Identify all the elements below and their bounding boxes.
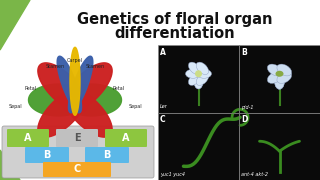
Polygon shape xyxy=(28,84,89,116)
Text: B: B xyxy=(241,48,247,57)
Ellipse shape xyxy=(188,62,201,75)
Bar xyxy=(239,112,320,180)
Text: Stamen: Stamen xyxy=(45,64,65,69)
Text: A: A xyxy=(122,133,130,143)
Ellipse shape xyxy=(277,64,292,76)
Text: ant-4 akt-2: ant-4 akt-2 xyxy=(241,172,268,177)
Text: Petal: Petal xyxy=(25,86,37,91)
Polygon shape xyxy=(0,0,30,50)
FancyBboxPatch shape xyxy=(7,129,49,147)
FancyBboxPatch shape xyxy=(43,162,111,177)
Polygon shape xyxy=(61,84,122,116)
Polygon shape xyxy=(68,56,93,113)
Ellipse shape xyxy=(275,73,284,89)
Text: C: C xyxy=(73,165,81,174)
Text: pid-1: pid-1 xyxy=(241,105,253,109)
Text: B: B xyxy=(103,150,111,160)
Text: Carpel: Carpel xyxy=(67,58,83,63)
Ellipse shape xyxy=(186,69,201,78)
Ellipse shape xyxy=(268,64,282,76)
Text: Petal: Petal xyxy=(113,86,125,91)
Text: C: C xyxy=(160,116,166,125)
Text: A: A xyxy=(160,48,166,57)
FancyBboxPatch shape xyxy=(56,129,98,147)
Ellipse shape xyxy=(188,73,201,85)
Text: differentiation: differentiation xyxy=(115,26,235,41)
Text: Sepal: Sepal xyxy=(8,104,22,109)
Polygon shape xyxy=(0,150,20,180)
Ellipse shape xyxy=(277,72,292,83)
Ellipse shape xyxy=(195,70,202,77)
Polygon shape xyxy=(63,88,112,137)
Polygon shape xyxy=(63,63,112,112)
FancyBboxPatch shape xyxy=(2,126,154,178)
Polygon shape xyxy=(70,47,80,115)
Polygon shape xyxy=(38,63,87,112)
Text: Sepal: Sepal xyxy=(128,104,142,109)
Ellipse shape xyxy=(194,74,203,89)
Polygon shape xyxy=(57,56,82,113)
Bar xyxy=(239,45,320,112)
Ellipse shape xyxy=(276,71,284,77)
FancyBboxPatch shape xyxy=(85,147,129,163)
Polygon shape xyxy=(38,88,87,137)
Text: Ler: Ler xyxy=(160,105,168,109)
FancyBboxPatch shape xyxy=(25,147,69,163)
Ellipse shape xyxy=(268,72,282,83)
Text: Genetics of floral organ: Genetics of floral organ xyxy=(77,12,273,27)
Ellipse shape xyxy=(196,69,212,78)
Polygon shape xyxy=(290,130,320,180)
Bar xyxy=(158,112,239,180)
Ellipse shape xyxy=(196,73,209,85)
Text: yuc1 yuc4: yuc1 yuc4 xyxy=(160,172,185,177)
Ellipse shape xyxy=(275,73,284,89)
Text: Stamen: Stamen xyxy=(85,64,105,69)
Ellipse shape xyxy=(194,74,203,89)
Text: D: D xyxy=(241,116,247,125)
Bar xyxy=(158,45,239,112)
Text: B: B xyxy=(43,150,51,160)
Text: A: A xyxy=(24,133,32,143)
Text: E: E xyxy=(74,133,80,143)
Ellipse shape xyxy=(196,62,209,75)
FancyBboxPatch shape xyxy=(105,129,147,147)
